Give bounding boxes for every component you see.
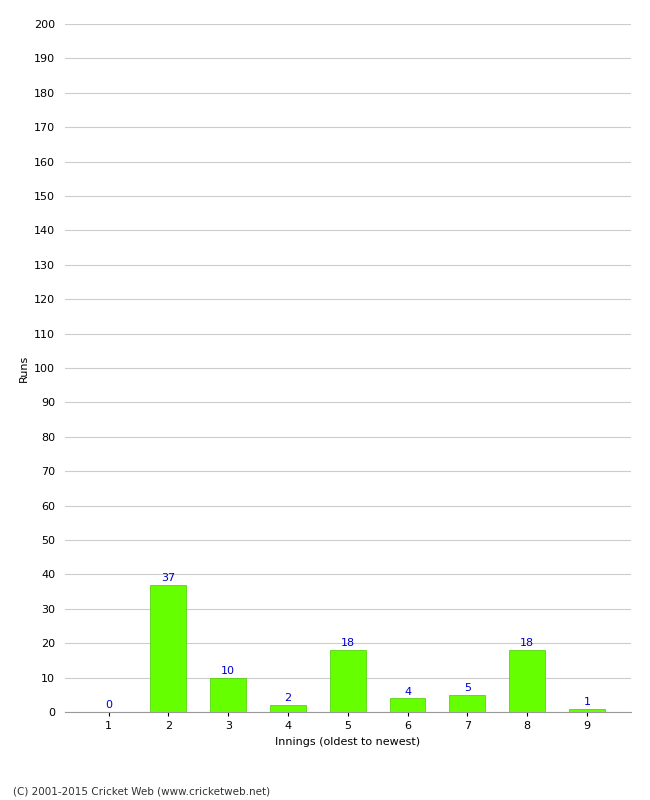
Bar (330, 650, 366, 712)
Bar (389, 698, 426, 712)
Text: 1: 1 (583, 697, 590, 707)
Text: 18: 18 (341, 638, 355, 648)
Text: 5: 5 (464, 683, 471, 693)
Text: 0: 0 (105, 700, 112, 710)
Bar (449, 694, 486, 712)
Y-axis label: Runs: Runs (19, 354, 29, 382)
Text: (C) 2001-2015 Cricket Web (www.cricketweb.net): (C) 2001-2015 Cricket Web (www.cricketwe… (13, 786, 270, 796)
Bar (151, 585, 187, 712)
X-axis label: Innings (oldest to newest): Innings (oldest to newest) (275, 737, 421, 746)
Bar (509, 650, 545, 712)
Text: 18: 18 (520, 638, 534, 648)
Text: 10: 10 (221, 666, 235, 676)
Bar (270, 705, 306, 712)
Bar (569, 709, 604, 712)
Text: 2: 2 (285, 694, 292, 703)
Bar (210, 678, 246, 712)
Text: 37: 37 (161, 573, 176, 583)
Text: 4: 4 (404, 686, 411, 697)
